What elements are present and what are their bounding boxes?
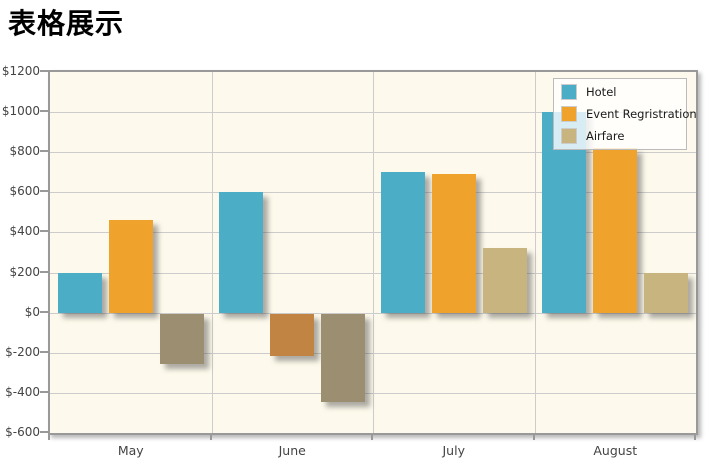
legend-swatch-hotel — [561, 84, 577, 100]
y-tick-label: $1000 — [1, 104, 40, 119]
v-gridline — [534, 72, 536, 433]
legend-label: Hotel — [586, 85, 617, 99]
bar-airfare-july[interactable] — [482, 248, 527, 313]
y-tick-label: $600 — [9, 184, 40, 199]
y-tick-label: $-200 — [5, 344, 40, 359]
bar-event-regristration-may[interactable] — [108, 220, 153, 313]
legend-label: Airfare — [586, 129, 625, 143]
legend-swatch-event-regristration — [561, 106, 577, 122]
x-tick-label-july: July — [442, 443, 465, 458]
x-tick-mark — [694, 433, 696, 440]
bar-event-regristration-august[interactable] — [593, 148, 638, 313]
x-tick-label-august: August — [593, 443, 638, 458]
y-tick-label: $800 — [9, 144, 40, 159]
bar-hotel-may[interactable] — [57, 272, 102, 313]
y-tick-mark — [40, 310, 48, 313]
x-tick-label-may: May — [117, 443, 144, 458]
y-tick-mark — [40, 190, 48, 193]
x-tick-mark — [532, 433, 535, 440]
v-gridline — [211, 72, 213, 433]
y-tick-mark — [40, 230, 48, 233]
legend-label: Event Regristration — [586, 107, 697, 121]
bar-event-regristration-june[interactable] — [270, 313, 315, 356]
x-tick-mark — [209, 433, 212, 440]
legend: Hotel Event Regristration Airfare — [553, 78, 697, 150]
y-tick-label: $-600 — [5, 425, 40, 439]
x-tick-mark — [48, 433, 50, 440]
y-tick-mark — [40, 70, 48, 72]
x-tick-mark — [371, 433, 373, 440]
y-tick-mark — [40, 350, 48, 353]
y-tick-label: $1200 — [1, 64, 40, 78]
y-tick-mark — [40, 270, 48, 273]
y-tick-mark — [40, 431, 48, 433]
x-tick-label-june: June — [278, 443, 306, 458]
legend-item-hotel[interactable]: Hotel — [554, 81, 686, 103]
page-title: 表格展示 — [8, 7, 125, 40]
legend-swatch-airfare — [561, 128, 577, 144]
y-tick-mark — [40, 390, 48, 393]
plot-area: Hotel Event Regristration Airfare — [48, 70, 698, 435]
v-gridline — [373, 72, 374, 433]
y-tick-mark — [40, 150, 48, 153]
y-tick-label: $0 — [24, 304, 40, 319]
y-tick-mark — [40, 110, 48, 113]
bar-airfare-june[interactable] — [321, 313, 366, 402]
bar-event-regristration-july[interactable] — [431, 174, 476, 313]
legend-item-airfare[interactable]: Airfare — [554, 125, 686, 147]
y-tick-label: $200 — [9, 264, 40, 279]
y-tick-label: $-400 — [5, 384, 40, 399]
bar-hotel-june[interactable] — [219, 192, 264, 313]
y-tick-label: $400 — [9, 224, 40, 239]
bar-airfare-may[interactable] — [159, 313, 204, 364]
legend-item-event-regristration[interactable]: Event Regristration — [554, 103, 697, 125]
bar-hotel-july[interactable] — [380, 172, 425, 313]
bar-airfare-august[interactable] — [644, 272, 689, 313]
